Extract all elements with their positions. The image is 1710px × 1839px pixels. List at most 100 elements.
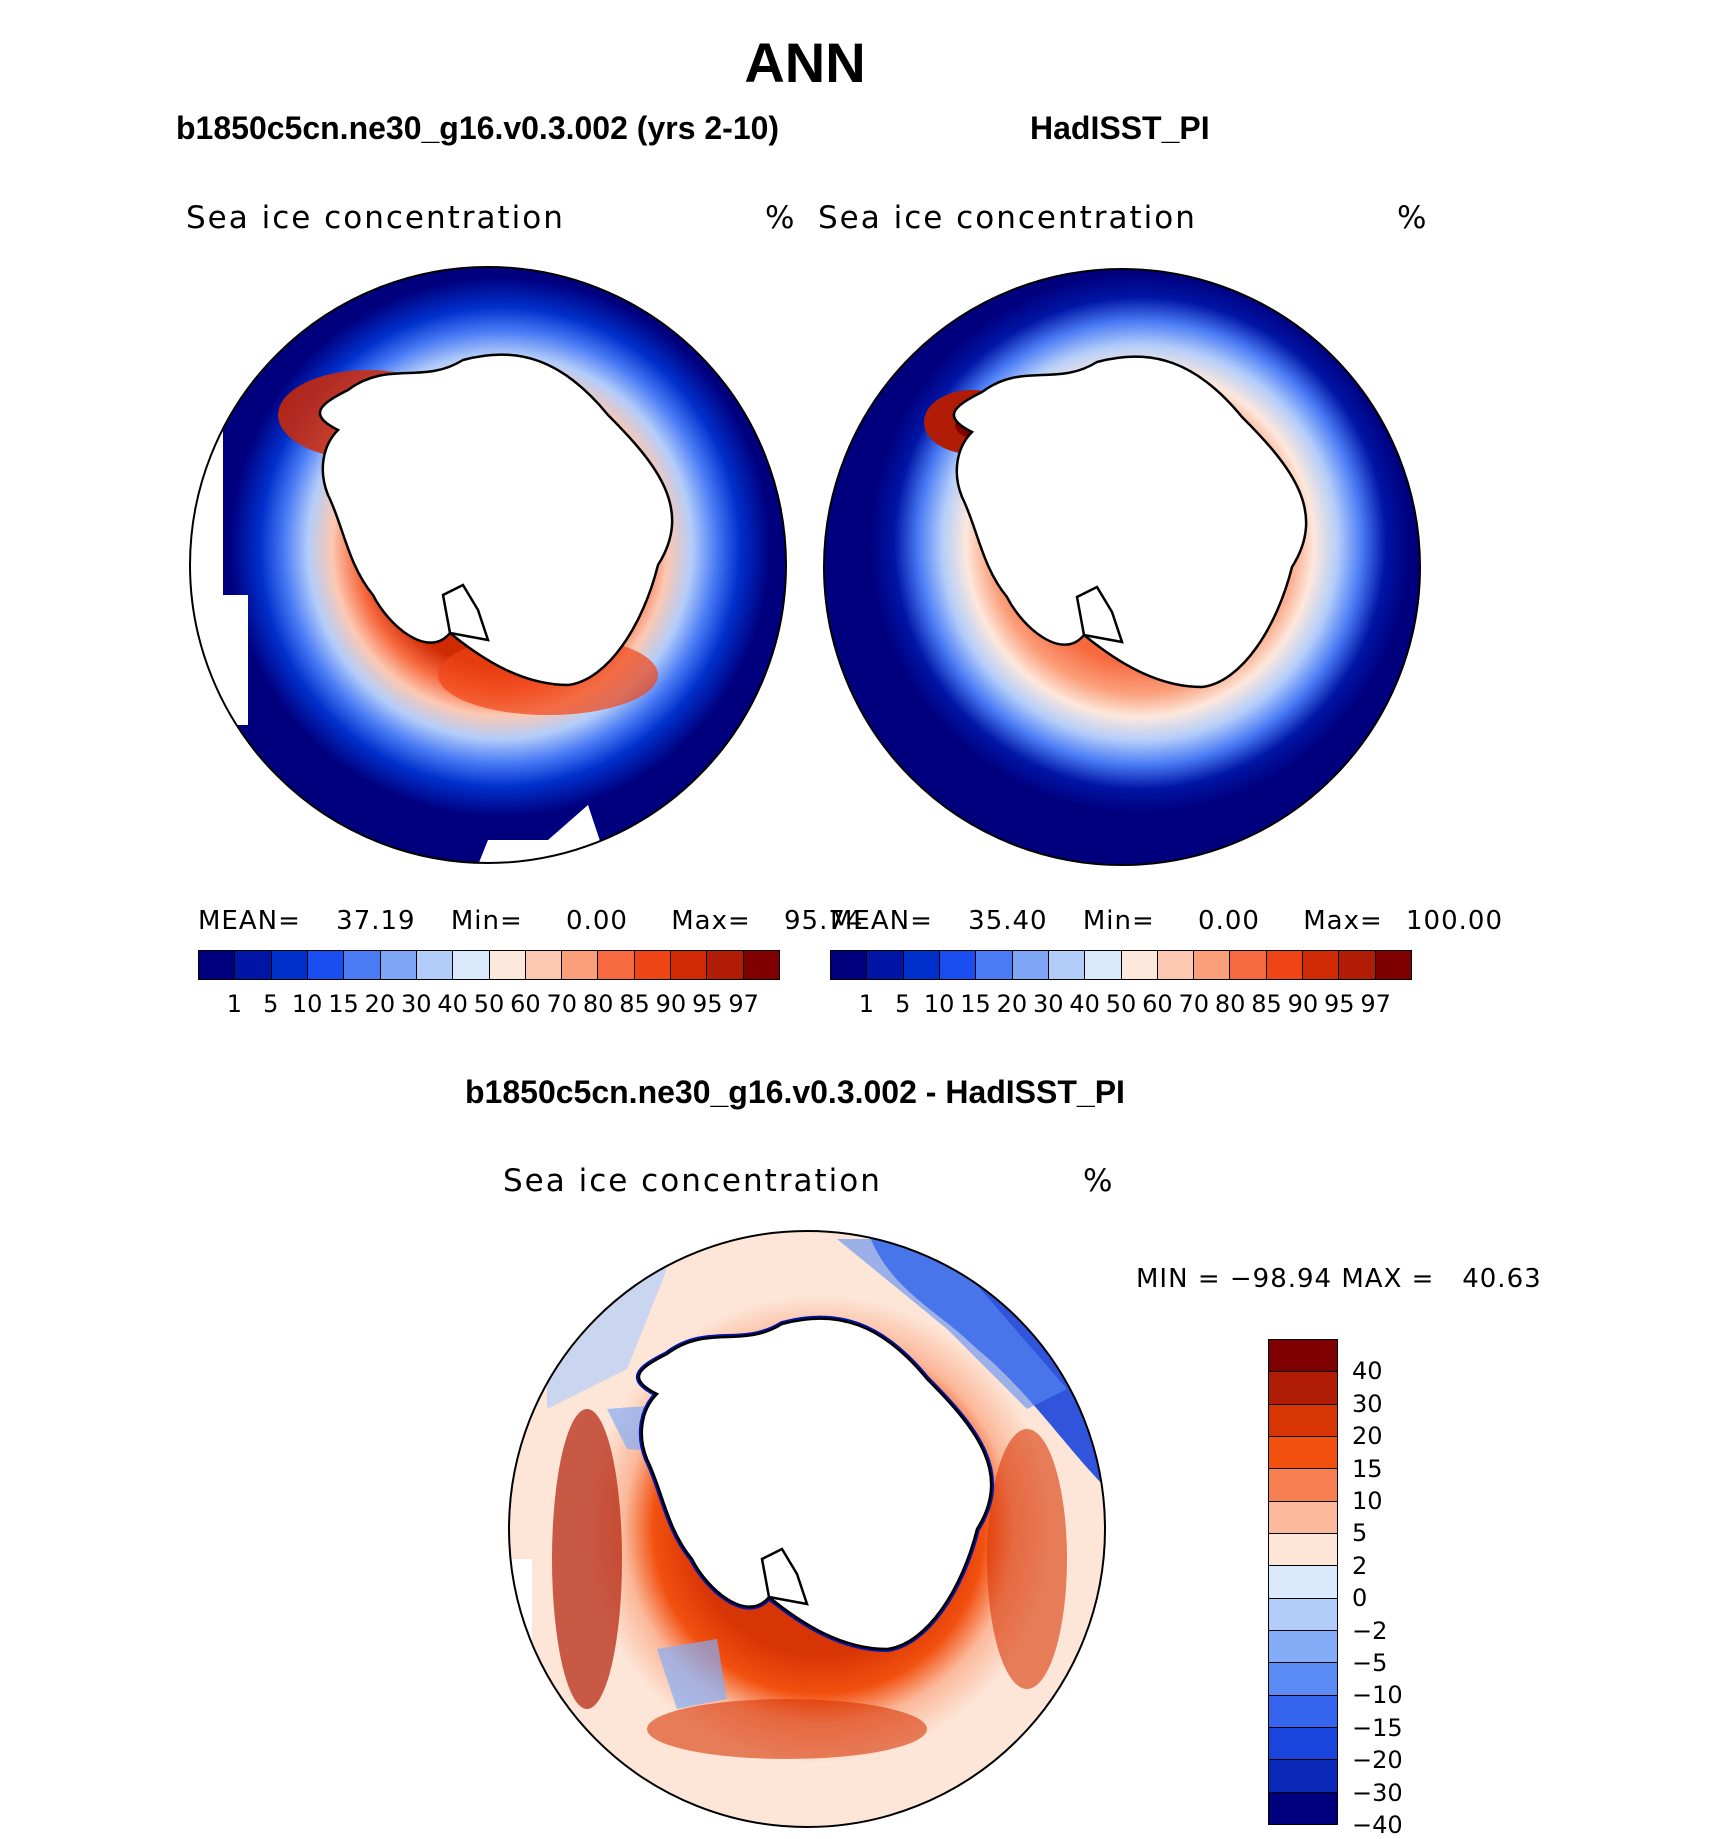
panel-2-colorbar-swatch: [1266, 951, 1304, 979]
diff-panel-colorbar-swatch: [1269, 1501, 1337, 1534]
panel-2-min-value: 0.00: [1198, 906, 1260, 936]
diff-panel-colorbar-swatch: [1269, 1469, 1337, 1502]
panel-2-colorbar-tick-label: 40: [1069, 990, 1100, 1018]
panel-2-colorbar-tick-label: 15: [960, 990, 991, 1018]
panel-1-colorbar-swatch: [380, 951, 417, 979]
panel-2-colorbar-swatch: [1085, 951, 1122, 979]
panel-1-colorbar-tick-label: 97: [728, 990, 759, 1018]
diff-panel-colorbar-tick-label: 30: [1352, 1389, 1383, 1418]
panel-1-min-label: Min=: [450, 906, 523, 936]
panel-2-max-label: Max=: [1303, 906, 1383, 936]
panel-2-colorbar-ticks: 1 5 10 15 20 30 40 50 60 70 80 85 90 95 97: [830, 990, 1412, 1020]
panel-2-map: [823, 268, 1421, 866]
panel-2-colorbar-tick-label: 95: [1323, 990, 1355, 1018]
panel-1-colorbar-swatch: [416, 951, 454, 979]
diff-panel-colorbar-swatch: [1269, 1727, 1337, 1761]
diff-panel-colorbar-swatch: [1269, 1695, 1337, 1728]
panel-1-colorbar-tick-label: 95: [691, 990, 723, 1018]
panel-2-colorbar-tick-label: 10: [923, 990, 955, 1018]
panel-1-colorbar-tick-label: 80: [582, 990, 614, 1018]
panel-2-colorbar-swatch: [1157, 951, 1195, 979]
panel-1-colorbar-swatch: [307, 951, 345, 979]
panel-2-colorbar-swatch: [1230, 951, 1267, 979]
panel-2-colorbar-tick-label: 50: [1105, 990, 1137, 1018]
panel-2-colorbar-swatch: [1194, 951, 1231, 979]
diff-panel-minmax: MIN = −98.94 MAX = 40.63: [1136, 1264, 1542, 1294]
diff-panel-colorbar-swatch: [1269, 1404, 1337, 1437]
panel-2-colorbar-tick-label: 30: [1032, 990, 1064, 1018]
panel-1-title: b1850c5cn.ne30_g16.v0.3.002 (yrs 2-10): [176, 110, 780, 146]
panel-1-max-label: Max=: [671, 906, 751, 936]
panel-2-units-label: %: [1397, 200, 1429, 236]
panel-1-mean-label: MEAN=: [198, 906, 301, 936]
panel-2-colorbar-swatch: [1375, 951, 1411, 979]
diff-panel-colorbar-tick-label: 40: [1352, 1357, 1383, 1386]
panel-2-colorbar-tick-label: 60: [1142, 990, 1173, 1018]
diff-panel-colorbar-tick-label: −30: [1352, 1778, 1403, 1807]
diff-panel-map: [508, 1230, 1106, 1828]
panel-2-title: HadISST_PI: [1030, 110, 1210, 146]
panel-1-mean-value: 37.19: [336, 906, 416, 936]
panel-2-colorbar-swatch: [976, 951, 1013, 979]
panel-2-colorbar-swatch: [831, 951, 868, 979]
panel-2-mean-label: MEAN=: [830, 906, 933, 936]
panel-1-colorbar-swatch: [344, 951, 381, 979]
main-title: ANN: [744, 31, 866, 94]
panel-1-colorbar-swatch: [489, 951, 526, 979]
panel-1-colorbar-tick-label: 5: [263, 990, 279, 1018]
diff-panel-colorbar-tick-label: 0: [1352, 1584, 1368, 1613]
panel-2-colorbar-tick-label: 80: [1214, 990, 1246, 1018]
panel-1-colorbar: [198, 950, 780, 980]
diff-panel-colorbar-tick-label: 20: [1352, 1422, 1383, 1451]
diff-panel-colorbar-swatch: [1269, 1533, 1337, 1567]
panel-2-colorbar-swatch: [1121, 951, 1158, 979]
panel-1-colorbar-swatch: [199, 951, 236, 979]
panel-2-max-value: 100.00: [1406, 906, 1503, 936]
panel-2-colorbar: [830, 950, 1412, 980]
panel-1-colorbar-swatch: [634, 951, 672, 979]
panel-1-colorbar-tick-label: 30: [400, 990, 432, 1018]
panel-1-map: [189, 266, 787, 864]
panel-2-variable-label: Sea ice concentration: [818, 200, 1197, 236]
panel-1-colorbar-swatch: [235, 951, 272, 979]
panel-2-colorbar-swatch: [867, 951, 904, 979]
panel-1-colorbar-tick-label: 1: [226, 990, 243, 1018]
diff-panel-colorbar-tick-label: 5: [1352, 1519, 1368, 1548]
panel-1-colorbar-swatch: [271, 951, 308, 979]
panel-2-colorbar-tick-label: 85: [1251, 990, 1282, 1018]
diff-panel-colorbar-swatch: [1269, 1630, 1337, 1664]
diff-panel-colorbar-swatch: [1269, 1598, 1337, 1631]
panel-1-colorbar-swatch: [453, 951, 490, 979]
diff-panel-colorbar-tick-label: −40: [1352, 1811, 1403, 1839]
panel-1-colorbar-swatch: [598, 951, 635, 979]
panel-1-colorbar-tick-label: 10: [291, 990, 323, 1018]
panel-1-colorbar-tick-label: 90: [655, 990, 687, 1018]
diff-panel-colorbar-swatch: [1269, 1436, 1337, 1470]
panel-1-colorbar-tick-label: 70: [546, 990, 578, 1018]
diff-panel-colorbar-tick-label: −5: [1352, 1649, 1388, 1677]
diff-panel-colorbar-tick-label: 10: [1352, 1487, 1383, 1515]
diff-panel-colorbar-swatch: [1269, 1340, 1337, 1373]
panel-2-colorbar-swatch: [939, 951, 977, 979]
panel-1-colorbar-tick-label: 85: [619, 990, 650, 1018]
diff-panel-colorbar: [1268, 1339, 1338, 1825]
panel-2-colorbar-tick-label: 20: [996, 990, 1028, 1018]
diff-panel-colorbar-tick-label: −2: [1352, 1616, 1388, 1645]
diff-panel-colorbar-tick-label: 15: [1352, 1454, 1383, 1483]
panel-2-colorbar-tick-label: 97: [1360, 990, 1391, 1018]
panel-1-colorbar-tick-label: 20: [364, 990, 396, 1018]
panel-1-variable-label: Sea ice concentration: [186, 200, 565, 236]
panel-2-colorbar-tick-label: 5: [895, 990, 911, 1018]
panel-2-mean-value: 35.40: [968, 906, 1048, 936]
panel-2-colorbar-tick-label: 90: [1287, 990, 1319, 1018]
panel-2-colorbar-swatch: [1339, 951, 1376, 979]
panel-1-colorbar-tick-label: 50: [473, 990, 505, 1018]
panel-1-colorbar-swatch: [671, 951, 708, 979]
diff-panel-colorbar-ticks: 40 30 20 15 10 5 2 0 −2 −5 −10 −15 −20 −30 −40: [1344, 1339, 1444, 1839]
panel-1-colorbar-tick-label: 40: [437, 990, 468, 1018]
diff-panel-title: b1850c5cn.ne30_g16.v0.3.002 - HadISST_PI: [465, 1074, 1125, 1110]
diff-panel-variable-label: Sea ice concentration: [503, 1163, 882, 1199]
diff-panel-colorbar-tick-label: −15: [1352, 1713, 1403, 1742]
panel-2-colorbar-tick-label: 1: [858, 990, 875, 1018]
panel-1-units-label: %: [765, 200, 797, 236]
